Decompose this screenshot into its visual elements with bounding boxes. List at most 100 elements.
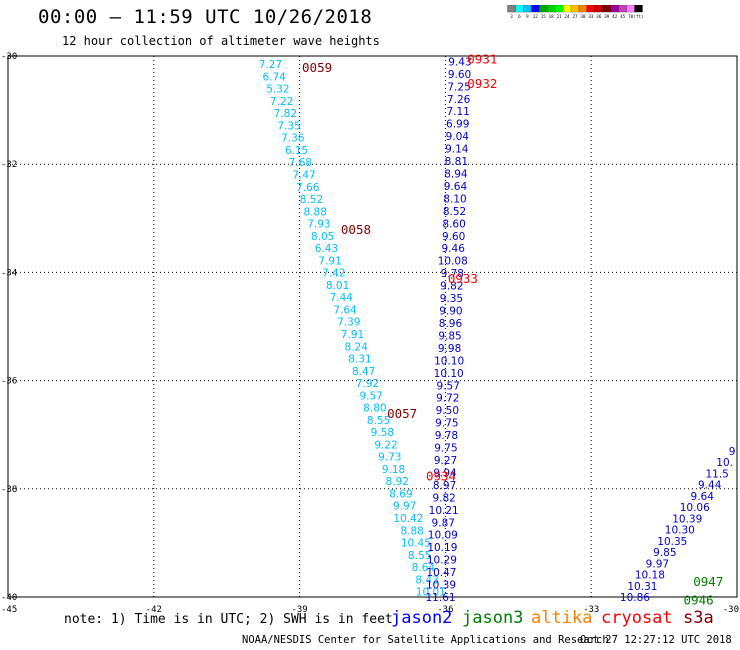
wave-height-value: 7.26 xyxy=(447,94,471,106)
wave-height-value: 7.42 xyxy=(322,268,345,280)
colorbar-label: (ft) xyxy=(633,14,643,19)
colorbar-label: 24 xyxy=(565,14,571,19)
wave-height-value: 8.92 xyxy=(386,476,409,488)
wave-height-value: 7.27 xyxy=(259,59,282,71)
wave-height-value: 6.74 xyxy=(262,71,286,83)
footer-note: note: 1) Time is in UTC; 2) SWH is in fe… xyxy=(64,612,393,627)
lon-tick-label: -39 xyxy=(291,605,307,615)
wave-height-value: 8.96 xyxy=(439,318,463,330)
wave-height-value: 7.39 xyxy=(337,317,360,329)
wave-height-value: 11.61 xyxy=(426,592,456,604)
wave-height-value: 8.52 xyxy=(443,206,466,218)
wave-height-value: 6.15 xyxy=(285,145,308,157)
lon-tick-label: -42 xyxy=(146,605,162,615)
wave-height-value: 9.82 xyxy=(440,281,463,293)
colorbar-label: 70 xyxy=(628,14,634,19)
wave-height-value: 10.31 xyxy=(627,581,657,593)
wave-height-value: 9.18 xyxy=(382,464,405,476)
credit-text: NOAA/NESDIS Center for Satellite Applica… xyxy=(242,634,609,646)
wave-height-value: 8.60 xyxy=(442,218,465,230)
wave-height-value: 10.35 xyxy=(657,536,687,548)
colorbar-label: 9 xyxy=(526,14,529,19)
wave-height-value: 10.08 xyxy=(438,256,468,268)
creation-time: Oct 27 12:27:12 UTC 2018 xyxy=(580,634,732,646)
wave-height-value: 10.21 xyxy=(429,505,459,517)
wave-height-value: 7.25 xyxy=(447,81,470,93)
wave-height-value: 6.43 xyxy=(315,243,338,255)
wave-height-value: 7.82 xyxy=(274,108,297,120)
wave-height-value: 9.73 xyxy=(378,452,401,464)
colorbar-label: 21 xyxy=(557,14,563,19)
lon-tick-label: -30 xyxy=(723,605,739,615)
colorbar-swatch xyxy=(634,5,643,13)
wave-height-value: 7.64 xyxy=(333,304,357,316)
wave-height-value: 8.05 xyxy=(311,231,334,243)
wave-height-value: 9.14 xyxy=(445,144,469,156)
colorbar-label: 36 xyxy=(596,14,602,19)
wave-height-value: 10.18 xyxy=(635,570,665,582)
wave-height-value: 9.22 xyxy=(374,439,397,451)
wave-height-value: 8.01 xyxy=(326,280,349,292)
colorbar-label: 30 xyxy=(580,14,586,19)
wave-height-value: 7.22 xyxy=(270,96,293,108)
colorbar-label: 42 xyxy=(612,14,618,19)
wave-height-value: 9.50 xyxy=(436,405,459,417)
lon-tick-label: -33 xyxy=(583,605,599,615)
wave-height-value: 10.01 xyxy=(416,587,446,599)
wave-height-value: 7.11 xyxy=(446,106,469,118)
wave-height-value: 9.75 xyxy=(434,443,457,455)
wave-height-value: 9.27 xyxy=(434,455,457,467)
wave-height-value: 9.90 xyxy=(439,306,462,318)
wave-height-value: 8.31 xyxy=(348,354,371,366)
wave-height-value: 9.97 xyxy=(646,558,669,570)
pass-time-label: 0947 xyxy=(693,574,723,589)
wave-height-value: 8.69 xyxy=(389,488,412,500)
wave-height-value: 10.06 xyxy=(680,502,710,514)
lat-tick-label: -36 xyxy=(1,377,17,387)
colorbar-label: 45 xyxy=(620,14,626,19)
wave-height-value: 9.78 xyxy=(441,268,464,280)
wave-height-value: 10.09 xyxy=(428,530,458,542)
wave-height-value: 8.94 xyxy=(444,169,468,181)
wave-height-value: 10.19 xyxy=(427,542,457,554)
wave-height-value: 9.85 xyxy=(653,547,676,559)
map-title: 00:00 – 11:59 UTC 10/26/2018 xyxy=(38,6,373,28)
wave-height-value: 10.29 xyxy=(427,555,457,567)
satellite-legend-cryosat: cryosat xyxy=(601,608,673,628)
wave-height-value: 8.47 xyxy=(352,366,375,378)
wave-height-value: 8.88 xyxy=(400,525,423,537)
wave-height-value: 5.32 xyxy=(266,84,289,96)
wave-height-value: 7.36 xyxy=(281,133,305,145)
map-subtitle: 12 hour collection of altimeter wave hei… xyxy=(62,34,380,48)
wave-height-value: 9.94 xyxy=(433,467,457,479)
wave-height-value: 8.24 xyxy=(345,341,369,353)
lat-tick-label: -34 xyxy=(1,268,17,278)
wave-height-value: 10.39 xyxy=(426,580,456,592)
wave-height-value: 9.85 xyxy=(438,330,461,342)
wave-height-value: 8.97 xyxy=(433,480,456,492)
lat-tick-label: -32 xyxy=(1,160,17,170)
wave-height-value: 7.68 xyxy=(289,157,312,169)
wave-height-value: 7.91 xyxy=(318,255,341,267)
wave-height-value: 9.60 xyxy=(448,69,471,81)
wave-height-value: 8.88 xyxy=(304,206,327,218)
pass-time-label: 0059 xyxy=(302,60,332,75)
colorbar-label: 18 xyxy=(549,14,555,19)
wave-height-value: 9.60 xyxy=(442,231,465,243)
pass-time-label: 0057 xyxy=(387,406,417,421)
wave-height-value: 10.10 xyxy=(434,368,464,380)
pass-time-label: 0946 xyxy=(684,593,714,608)
wave-height-value: 6.99 xyxy=(446,119,469,131)
colorbar-label: 27 xyxy=(572,14,578,19)
wave-height-value: 10.30 xyxy=(665,525,695,537)
wave-height-value: 9.57 xyxy=(437,380,460,392)
wave-height-value: 7.35 xyxy=(277,120,300,132)
wave-height-value: 10.39 xyxy=(672,513,702,525)
lat-tick-label: -38 xyxy=(1,485,17,495)
wave-height-value: 10.47 xyxy=(426,567,456,579)
lon-tick-label: -36 xyxy=(437,605,453,615)
wave-height-value: 7.93 xyxy=(307,219,330,231)
wave-height-value: 9.97 xyxy=(393,501,416,513)
